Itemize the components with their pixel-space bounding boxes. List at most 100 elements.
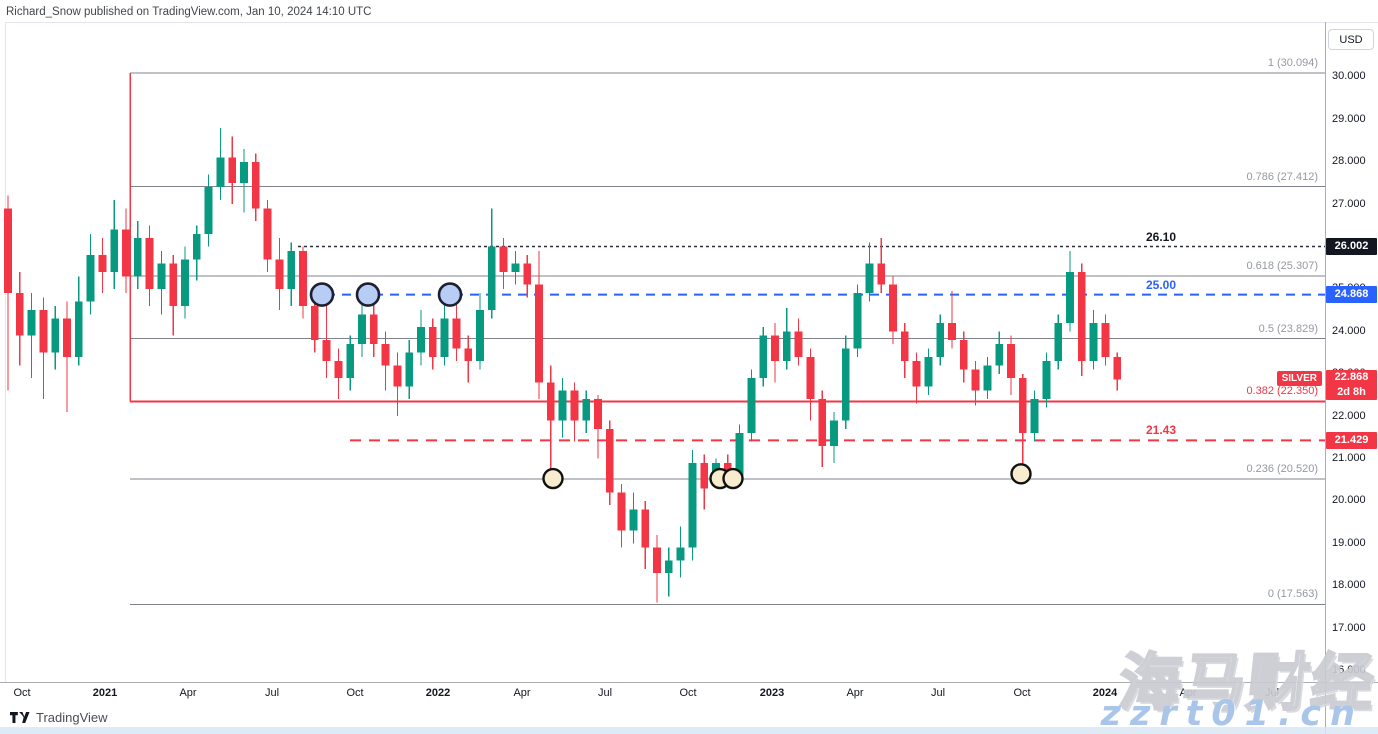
time-tick-label: Apr <box>513 687 531 699</box>
candle-body <box>240 161 248 183</box>
candle-body <box>582 399 591 421</box>
candle-body <box>818 399 827 446</box>
candle-body <box>263 208 272 260</box>
candle-body <box>889 284 897 332</box>
candle-body <box>381 344 390 366</box>
candle-body <box>110 229 119 273</box>
candle-body <box>676 547 685 561</box>
candle-body <box>346 344 355 379</box>
time-tick-label: Oct <box>13 687 31 699</box>
last-price-badge: 22.868 2d 8h <box>1326 370 1377 401</box>
candle-body <box>476 310 484 362</box>
candle-body <box>417 327 425 353</box>
chart-frame-top-border <box>5 22 1378 23</box>
last-price-value: 22.868 <box>1334 371 1369 384</box>
candle-body <box>204 187 213 234</box>
time-tick-label: Jul <box>597 687 613 699</box>
candle-body <box>145 238 154 289</box>
candle-body <box>251 161 260 209</box>
candle-body <box>74 301 83 357</box>
price-tick-label: 17.000 <box>1332 621 1366 634</box>
highlight-circle-tan <box>542 467 564 490</box>
watermark-band <box>0 727 1378 734</box>
candle-body <box>27 310 36 336</box>
candle-body <box>924 356 933 387</box>
price-tick-label: 24.000 <box>1332 324 1366 337</box>
highlight-circle-tan <box>1010 463 1032 485</box>
candle-body <box>912 361 921 387</box>
tradingview-attribution-label: TradingView <box>36 710 108 725</box>
highlight-circle-tan <box>722 467 744 490</box>
time-axis-separator[interactable] <box>0 682 1378 683</box>
candle-body <box>86 255 95 302</box>
time-tick-label: Apr <box>1179 687 1197 699</box>
candle-body <box>192 233 201 260</box>
candle-body <box>688 462 697 548</box>
candle-body <box>452 318 461 349</box>
candle-body <box>1089 322 1098 362</box>
candle-body <box>464 348 473 362</box>
candle-body <box>487 246 496 311</box>
candle-body <box>511 263 520 273</box>
candle-body <box>51 318 60 353</box>
support-level-label: 21.43 <box>1145 423 1177 438</box>
time-tick-label: Oct <box>679 687 697 699</box>
candle-body <box>1066 272 1074 323</box>
price-tick-label: 28.000 <box>1332 155 1366 168</box>
time-tick-label: Jul <box>264 687 280 699</box>
candle-body <box>995 344 1004 366</box>
candle-body <box>664 560 673 574</box>
time-tick-label: 2021 <box>92 687 118 699</box>
candle-body <box>971 369 980 391</box>
candle-body <box>98 255 107 273</box>
price-axis[interactable]: 30.00029.00028.00027.00026.00025.00024.0… <box>1326 22 1378 682</box>
candle-body <box>617 492 626 531</box>
time-tick-label: Oct <box>346 687 364 699</box>
candle-body <box>959 339 968 370</box>
candle-body <box>1101 322 1110 357</box>
time-tick-label: Oct <box>1013 687 1031 699</box>
tradingview-attribution[interactable]: TradingView <box>10 710 108 725</box>
time-axis[interactable]: Oct 2021 Apr Jul Oct 2022 Apr Jul Oct 2023 Apr Jul O… <box>0 683 1378 703</box>
candle-body <box>700 462 709 489</box>
price-axis-separator[interactable] <box>1325 22 1326 734</box>
symbol-price-tag: SILVER <box>1276 371 1322 387</box>
currency-toggle-button[interactable]: USD <box>1328 29 1374 50</box>
candle-body <box>983 365 992 391</box>
bar-countdown: 2d 8h <box>1337 386 1366 399</box>
candle-body <box>299 250 307 306</box>
candle-body <box>122 229 130 277</box>
time-tick-label: 2023 <box>759 687 785 699</box>
candle-body <box>830 420 838 446</box>
highlight-circle-blue <box>437 282 463 307</box>
candle-body <box>181 259 189 306</box>
candle-body <box>771 335 779 362</box>
axis-badge-support: 21.429 <box>1326 431 1377 449</box>
candle-body <box>393 365 402 387</box>
time-tick-label: 2024 <box>1092 687 1118 699</box>
price-tick-label: 20.000 <box>1332 494 1366 507</box>
candle-body <box>369 314 378 345</box>
price-tick-label: 21.000 <box>1332 452 1366 465</box>
candle-body <box>900 331 909 362</box>
tradingview-logo-icon <box>10 712 30 723</box>
candle-body <box>169 263 178 306</box>
candle-body <box>275 259 284 289</box>
candle-body <box>747 378 756 434</box>
candle-body <box>39 310 48 353</box>
price-tick-label: 30.000 <box>1332 70 1366 83</box>
candle-body <box>228 157 237 183</box>
time-tick-label: Apr <box>846 687 864 699</box>
candle-body <box>877 263 886 285</box>
watermark-url-text: zzrt01.cn <box>1100 694 1364 734</box>
candle-body <box>546 382 555 421</box>
price-tick-label: 18.000 <box>1332 579 1366 592</box>
candle-body <box>735 433 744 476</box>
price-tick-label: 29.000 <box>1332 112 1366 125</box>
candle-body <box>1042 361 1051 400</box>
candle-body <box>1030 399 1039 434</box>
candle-body <box>653 547 661 574</box>
candle-body <box>594 399 602 429</box>
